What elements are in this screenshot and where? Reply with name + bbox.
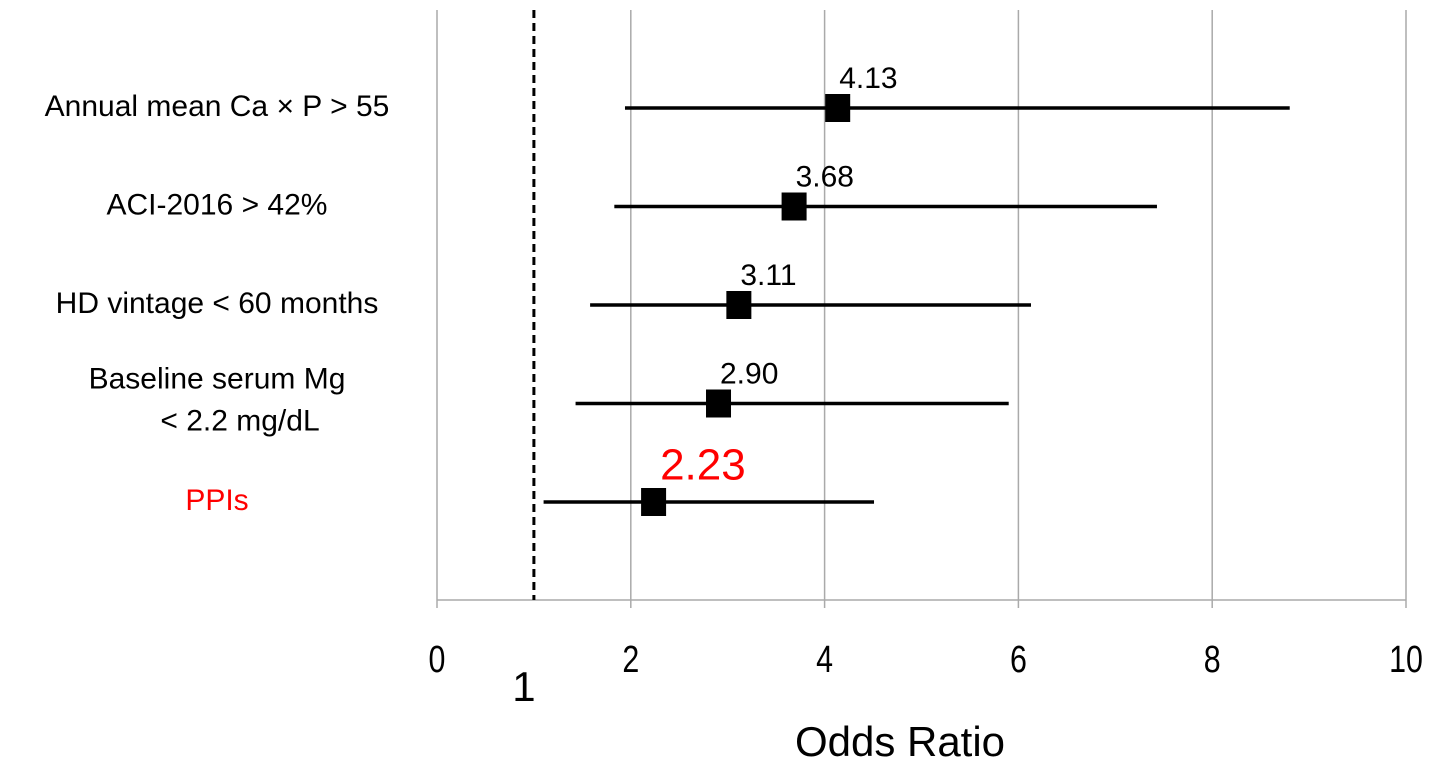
point-estimate xyxy=(706,389,732,418)
x-axis-title: Odds Ratio xyxy=(795,718,1005,765)
category-label: PPIs xyxy=(185,484,248,517)
value-label: 4.13 xyxy=(839,62,897,95)
category-label: Baseline serum Mg < 2.2 mg/dL xyxy=(89,362,346,437)
x-tick-label: 10 xyxy=(1389,639,1423,681)
x-tick-label: 8 xyxy=(1204,639,1221,681)
value-label: 3.11 xyxy=(740,259,796,292)
value-label: 3.68 xyxy=(796,160,854,193)
x-tick-label: 0 xyxy=(429,639,446,681)
point-estimate xyxy=(781,192,807,221)
value-label: 2.90 xyxy=(720,357,778,390)
x-tick-label: 2 xyxy=(622,639,639,681)
point-estimate xyxy=(726,291,752,319)
category-label: Annual mean Ca × P > 55 xyxy=(45,90,390,123)
x-tick-label: 4 xyxy=(816,639,833,681)
value-label: 2.23 xyxy=(660,441,746,490)
x-tick-label: 6 xyxy=(1010,639,1027,681)
category-label: ACI-2016 > 42% xyxy=(107,188,328,221)
category-label: HD vintage < 60 months xyxy=(56,287,379,320)
point-estimate xyxy=(825,94,851,122)
reference-label: 1 xyxy=(512,663,535,710)
point-estimate xyxy=(641,488,667,516)
